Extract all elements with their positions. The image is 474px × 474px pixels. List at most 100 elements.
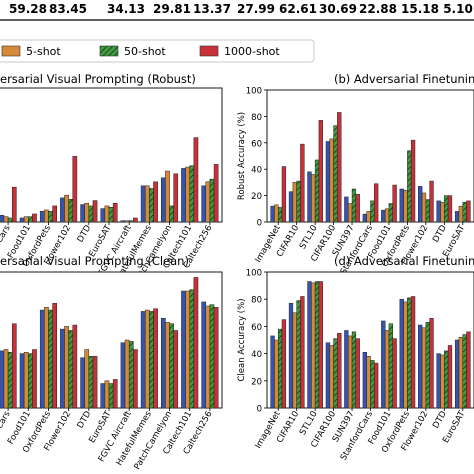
chart-title: ersarial Visual Prompting (Clean)	[0, 254, 189, 268]
bar-series-1	[201, 301, 207, 409]
bar-series-1000-shot	[281, 319, 287, 409]
bar-series-50-shot	[149, 311, 154, 409]
table-cell: 15.18	[401, 2, 439, 16]
bar-series-50-shot	[209, 178, 215, 223]
bar-series-1	[344, 330, 349, 409]
bar-series-1000-shot	[374, 183, 379, 223]
bar-series-5-shot	[274, 339, 279, 409]
bar-series-50-shot	[209, 304, 215, 409]
x-tick-label: DTD	[76, 223, 94, 244]
y-tick-label: 20	[251, 192, 262, 202]
bar-series-50-shot	[68, 198, 74, 223]
bar-series-50-shot	[169, 323, 174, 409]
bar-series-5-shot	[329, 138, 334, 223]
bar-series-50-shot	[28, 216, 33, 223]
bar-series-50-shot	[128, 341, 134, 409]
bar-series-1	[362, 351, 367, 409]
bar-series-1000-shot	[112, 379, 118, 409]
bar-series-1	[0, 215, 5, 223]
bar-series-5-shot	[384, 330, 390, 409]
bar-series-1	[307, 281, 312, 409]
bar-series-50-shot	[370, 360, 375, 409]
bar-series-5-shot	[64, 326, 69, 409]
bar-series-1	[60, 328, 65, 409]
bar-series-1	[80, 204, 85, 223]
bar-series-1000-shot	[52, 205, 57, 223]
bar-series-5-shot	[144, 185, 150, 223]
bar-series-5-shot	[384, 208, 390, 223]
bar-series-50-shot	[388, 203, 393, 223]
bar-series-5-shot	[3, 216, 9, 223]
bar-series-1	[201, 185, 207, 223]
bar-series-1000-shot	[52, 303, 57, 409]
bar-series-1000-shot	[355, 338, 360, 409]
bar-series-1	[140, 311, 146, 409]
bar-series-50-shot	[425, 322, 430, 409]
charts: ersarial Visual Prompting (Robust)CarsFo…	[0, 72, 474, 472]
bar-series-1000-shot	[447, 195, 453, 223]
bar-series-1000-shot	[337, 332, 342, 409]
bar-series-5-shot	[165, 170, 170, 223]
bar-series-1000-shot	[300, 296, 305, 409]
bar-series-5-shot	[458, 337, 464, 409]
bar-series-1000-shot	[410, 139, 416, 223]
bar-series-1000-shot	[392, 184, 397, 223]
bar-series-5-shot	[440, 201, 445, 223]
chart-panel: ersarial Visual Prompting (Clean)CarsFoo…	[0, 254, 223, 472]
bar-series-1	[454, 339, 460, 409]
bar-series-50-shot	[48, 309, 53, 409]
bar-series-1	[381, 209, 386, 223]
bar-series-1000-shot	[72, 156, 78, 223]
chart-title: (d) Adversarial Finetunin	[334, 254, 474, 268]
x-tick-label: Cars	[0, 409, 13, 431]
bar-series-1	[39, 309, 45, 409]
bar-series-5-shot	[84, 202, 90, 223]
y-tick-label: 20	[251, 377, 262, 387]
bar-series-5-shot	[124, 220, 130, 223]
bar-series-1	[418, 324, 423, 409]
table-cell: 59.28	[9, 2, 47, 16]
bar-series-50-shot	[88, 205, 94, 223]
bar-series-5-shot	[366, 356, 371, 409]
bar-series-5-shot	[329, 345, 334, 409]
bar-series-1	[0, 350, 5, 409]
bar-series-5-shot	[421, 192, 427, 223]
bar-series-50-shot	[444, 195, 449, 223]
bar-series-1000-shot	[429, 180, 434, 223]
bar-series-50-shot	[351, 331, 357, 409]
legend-swatch	[99, 45, 119, 57]
bar-series-1000-shot	[11, 186, 17, 223]
bar-series-50-shot	[407, 297, 412, 409]
bar-series-1000-shot	[32, 349, 37, 409]
bar-series-1000-shot	[173, 330, 179, 409]
bar-series-1	[39, 211, 45, 223]
bar-series-1	[161, 317, 166, 409]
chart-title: (b) Adversarial Finetunin	[334, 72, 474, 86]
table-cell: 62.61	[279, 2, 317, 16]
results-table-row: 59.28 83.45 34.13 29.81 13.37 27.99 62.61 30.69…	[0, 2, 474, 21]
bar-series-1	[399, 298, 404, 409]
bar-series-1000-shot	[193, 277, 199, 409]
bar-series-1	[120, 342, 126, 409]
bar-series-50-shot	[425, 199, 430, 223]
bar-series-1	[19, 217, 25, 223]
bar-series-5-shot	[3, 349, 9, 409]
bar-series-1000-shot	[318, 120, 323, 223]
bar-series-1000-shot	[374, 362, 379, 409]
bar-series-5-shot	[205, 305, 211, 409]
legend-label: 50-shot	[124, 45, 166, 58]
bar-series-1000-shot	[337, 112, 342, 223]
bar-series-1	[80, 357, 85, 409]
y-tick-label: 40	[251, 166, 262, 176]
bar-series-1000-shot	[447, 345, 453, 409]
bar-series-5-shot	[311, 174, 316, 223]
bar-series-1	[60, 197, 65, 223]
legend-swatch	[199, 45, 219, 57]
bar-series-5-shot	[44, 307, 49, 409]
bar-series-1000-shot	[72, 324, 78, 409]
bar-series-1000-shot	[213, 164, 219, 223]
bar-series-1	[381, 320, 386, 409]
bar-series-50-shot	[108, 383, 114, 409]
bar-series-5-shot	[348, 335, 353, 409]
y-tick-label: 0	[257, 219, 262, 229]
